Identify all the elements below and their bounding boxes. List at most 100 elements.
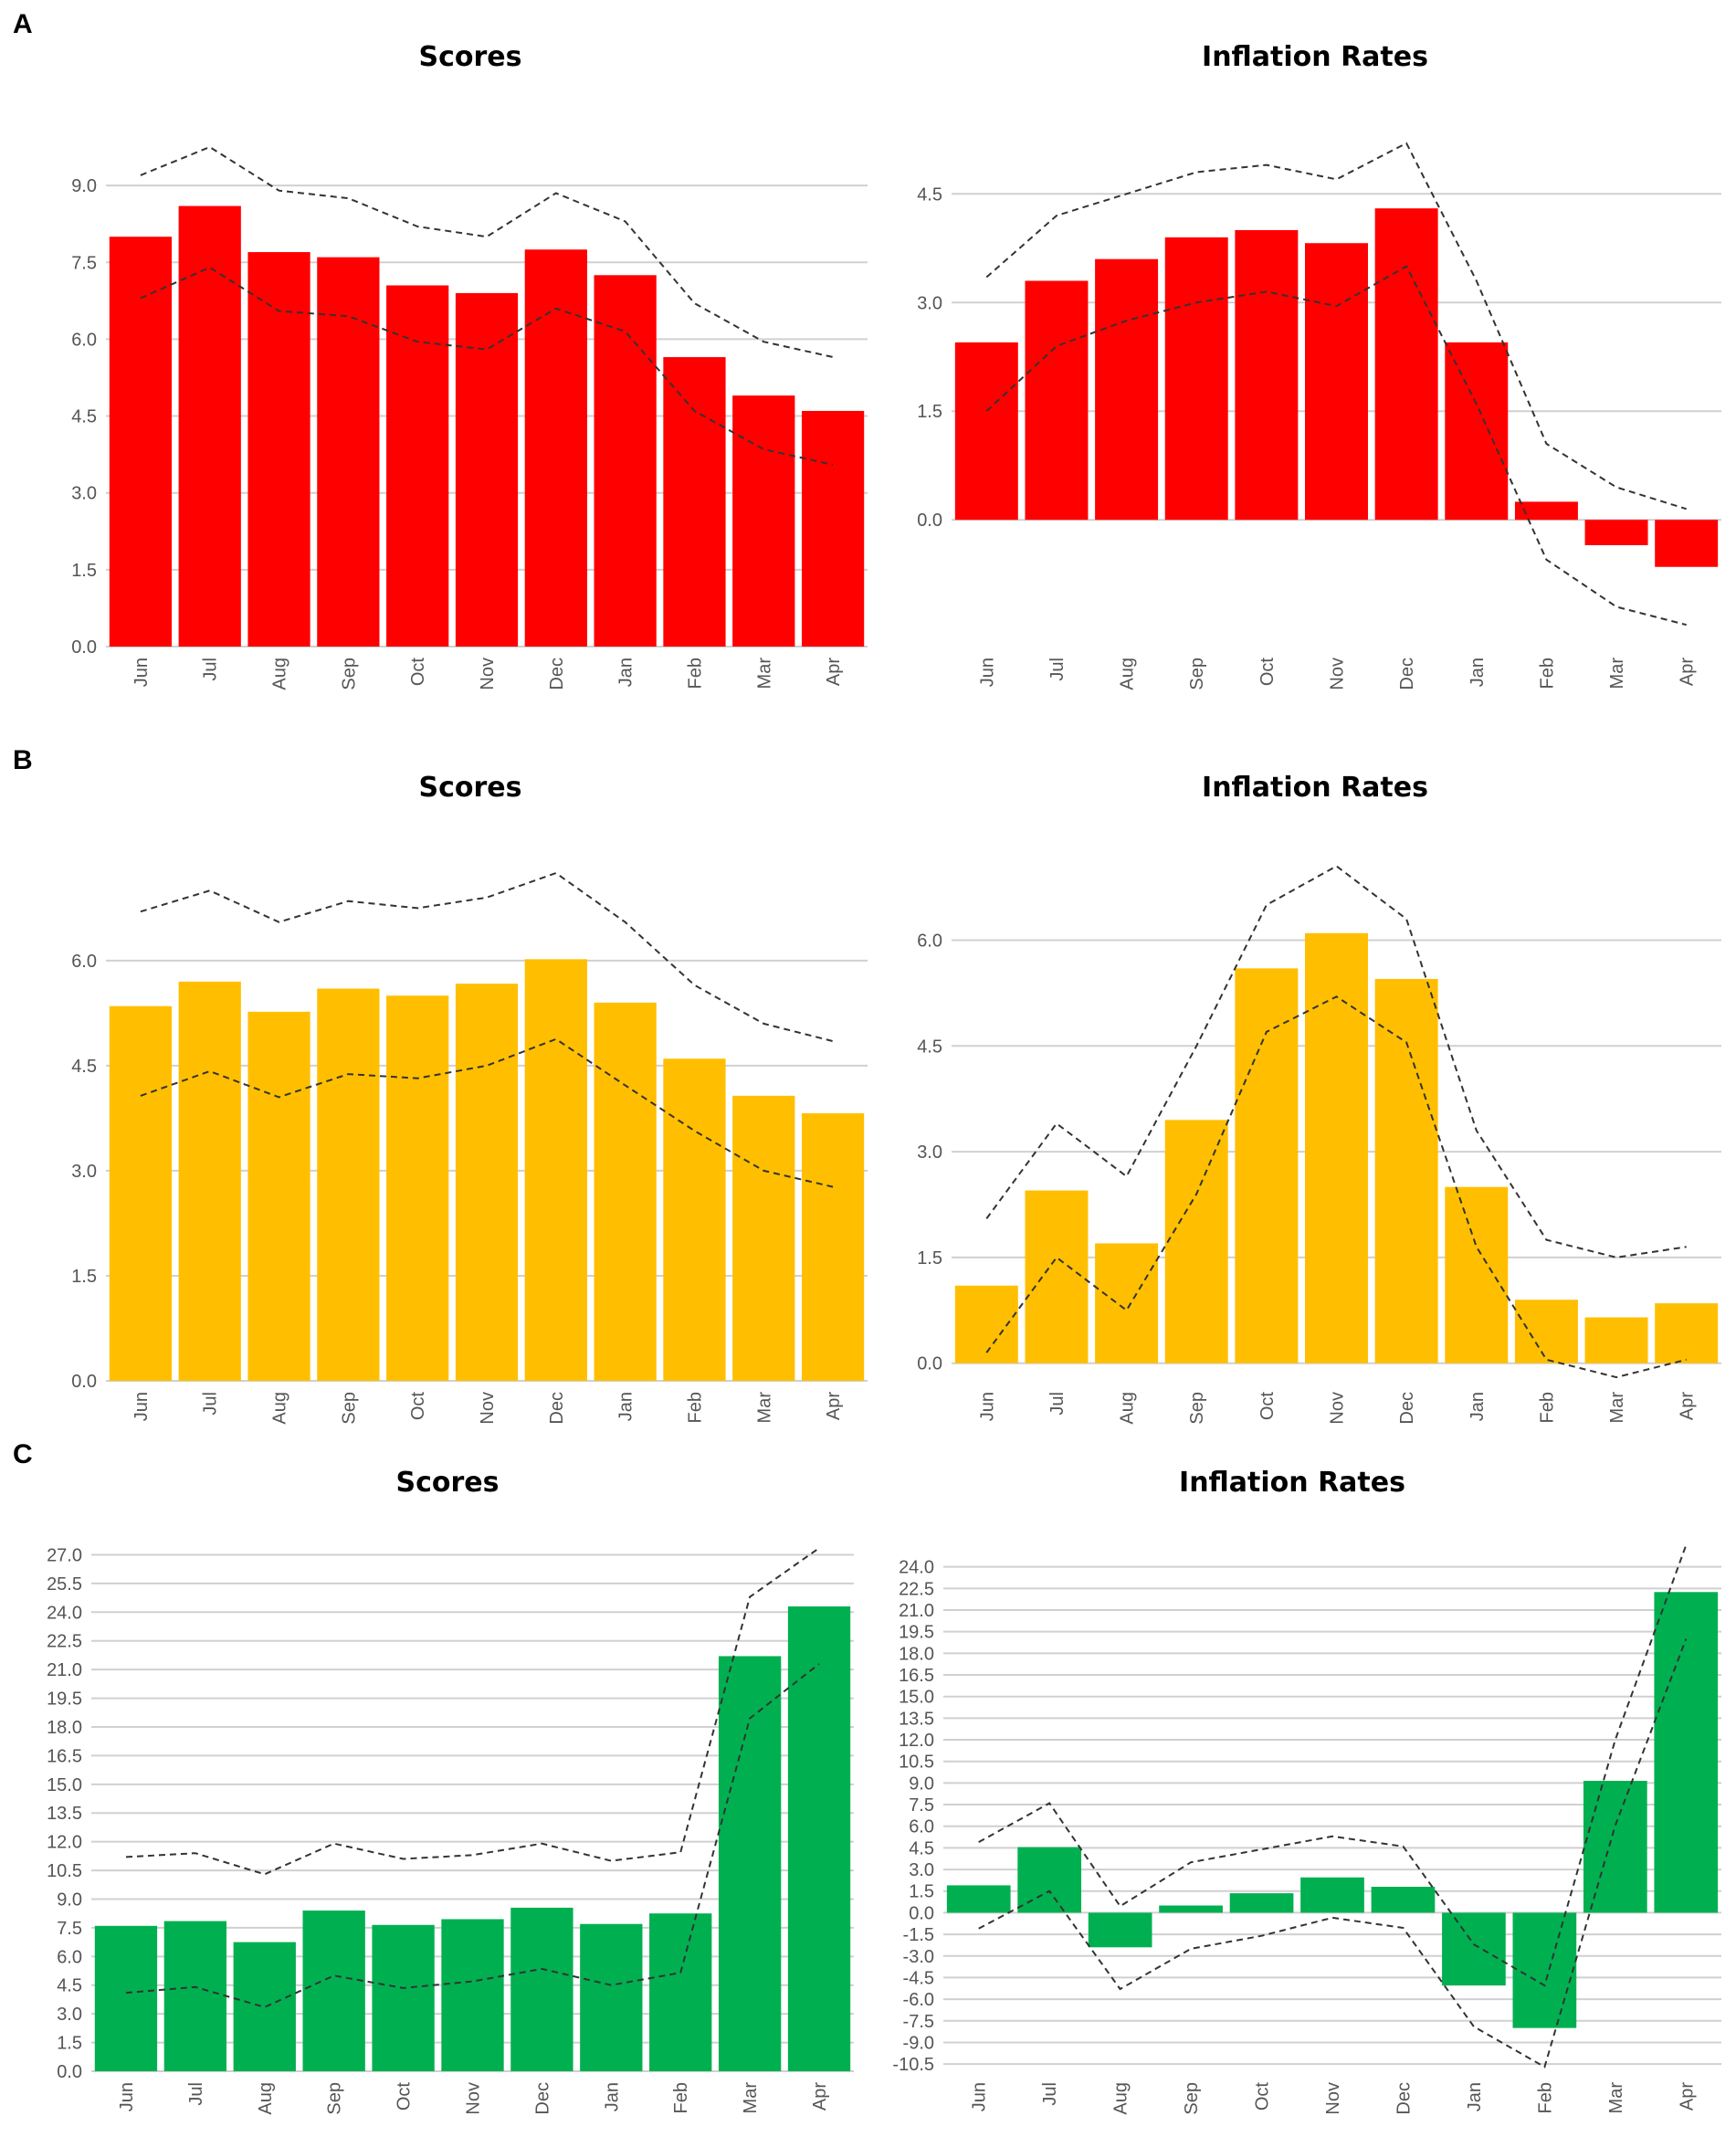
bar-aug: [247, 1011, 310, 1381]
bar-aug: [233, 1942, 296, 2071]
bar-oct: [1235, 229, 1299, 521]
x-tick-label: Aug: [1118, 1392, 1138, 1425]
x-tick-label: Jul: [1040, 2082, 1060, 2106]
chart-title: Scores: [396, 1467, 500, 1499]
bar-sep: [302, 1911, 365, 2071]
x-tick-label: Dec: [532, 2082, 552, 2115]
x-tick-label: Feb: [671, 2082, 691, 2113]
x-tick-label: Oct: [395, 2082, 415, 2111]
y-tick-label: 0.0: [917, 511, 942, 531]
x-tick-label: Aug: [270, 658, 290, 690]
bar-jun: [94, 1925, 158, 2071]
y-tick-label: 6.0: [917, 932, 942, 952]
bar-jan: [1445, 1186, 1509, 1363]
y-tick-label: 9.0: [909, 1774, 934, 1794]
bar-mar: [1584, 520, 1648, 545]
x-tick-label: Feb: [1537, 1392, 1557, 1423]
bar-jan: [1442, 1912, 1506, 1986]
y-tick-label: 15.0: [47, 1775, 82, 1795]
x-tick-label: Jul: [201, 1392, 221, 1416]
x-tick-label: Aug: [256, 2082, 276, 2115]
y-tick-label: -1.5: [903, 1925, 934, 1945]
bar-dec: [510, 1907, 573, 2071]
panel-letter-a: A: [13, 9, 33, 39]
upper-bound-line: [140, 871, 834, 1043]
y-tick-label: 4.5: [71, 407, 97, 427]
upper-bound-line: [125, 1547, 820, 1876]
y-tick-label: 12.0: [47, 1833, 82, 1853]
x-tick-label: Mar: [754, 658, 774, 690]
bar-sep: [317, 988, 380, 1381]
bar-dec: [1371, 1887, 1436, 1913]
x-tick-label: Nov: [1323, 2082, 1343, 2115]
bar-oct: [386, 285, 449, 647]
x-tick-label: Jun: [132, 1392, 152, 1421]
upper-bound-line: [978, 1544, 1688, 1987]
y-tick-label: -7.5: [903, 2012, 934, 2032]
y-tick-label: 0.0: [917, 1354, 942, 1374]
bar-jan: [1445, 342, 1509, 521]
bar-feb: [663, 1058, 726, 1381]
y-tick-label: 9.0: [71, 176, 97, 196]
bar-mar: [718, 1656, 782, 2071]
y-tick-label: 7.5: [57, 1919, 82, 1939]
y-tick-label: 0.0: [71, 1372, 97, 1392]
y-tick-label: 1.5: [917, 402, 942, 422]
lower-bound-line: [140, 1037, 834, 1188]
chart-title: Inflation Rates: [1202, 772, 1428, 804]
y-tick-label: 10.5: [47, 1861, 82, 1881]
bar-sep: [1164, 1120, 1228, 1363]
bar-aug: [1095, 1243, 1159, 1363]
chart-a-inflation-rates: Inflation Rates 0.0 1.5 3.0 4.5 Jun Jul Aug Sep O…: [917, 41, 1721, 690]
y-tick-label: 25.5: [47, 1574, 82, 1595]
x-tick-label: Feb: [1535, 2082, 1555, 2113]
x-tick-label: Nov: [1328, 1392, 1348, 1425]
y-tick-label: 7.5: [71, 253, 97, 273]
x-tick-label: Jul: [1047, 1392, 1068, 1416]
y-tick-label: 12.0: [899, 1731, 934, 1751]
bar-nov: [1305, 243, 1368, 521]
bar-apr: [801, 1113, 865, 1381]
bar-feb: [1512, 1912, 1577, 2028]
y-tick-label: 6.0: [57, 1947, 82, 1967]
y-tick-label: 24.0: [47, 1603, 82, 1623]
y-tick-label: 0.0: [909, 1903, 934, 1923]
bar-jan: [594, 1002, 657, 1381]
upper-bound-line: [140, 145, 834, 358]
x-tick-label: Nov: [1328, 658, 1348, 690]
x-tick-label: Dec: [1397, 1392, 1417, 1425]
x-tick-label: Apr: [824, 658, 844, 686]
y-tick-label: 3.0: [71, 484, 97, 504]
y-tick-label: 18.0: [899, 1644, 934, 1664]
y-tick-label: 6.0: [71, 330, 97, 350]
x-tick-label: Jul: [201, 658, 221, 681]
x-tick-label: Sep: [1187, 1392, 1207, 1425]
x-tick-label: Sep: [1182, 2082, 1202, 2115]
y-tick-label: 18.0: [47, 1718, 82, 1738]
bar-mar: [1583, 1781, 1647, 1913]
y-tick-label: 9.0: [57, 1890, 82, 1910]
y-tick-label: 3.0: [909, 1860, 934, 1880]
chart-b-inflation-rates: Inflation Rates 0.0 1.5 3.0 4.5 6.0 Jun Jul Aug S…: [917, 772, 1721, 1425]
x-tick-label: Mar: [754, 1392, 774, 1424]
x-tick-label: Jan: [616, 658, 637, 687]
y-tick-label: 4.5: [917, 184, 942, 205]
y-tick-label: 6.0: [71, 952, 97, 972]
y-tick-label: -6.0: [903, 1990, 934, 2010]
bar-jul: [1025, 1190, 1089, 1363]
y-tick-label: 1.5: [71, 561, 97, 581]
bar-jul: [163, 1921, 227, 2071]
x-tick-label: Jun: [132, 658, 152, 687]
chart-title: Scores: [419, 772, 522, 804]
x-tick-label: Oct: [408, 658, 428, 687]
x-tick-label: Dec: [547, 658, 567, 690]
chart-title: Inflation Rates: [1202, 41, 1428, 73]
y-tick-label: 3.0: [71, 1162, 97, 1182]
x-tick-label: Aug: [270, 1392, 290, 1425]
x-tick-label: Feb: [685, 658, 705, 689]
bar-jul: [178, 981, 241, 1381]
y-tick-label: -9.0: [903, 2033, 934, 2053]
y-tick-label: 19.5: [47, 1690, 82, 1710]
y-tick-label: 21.0: [47, 1660, 82, 1680]
bar-aug: [247, 252, 310, 647]
